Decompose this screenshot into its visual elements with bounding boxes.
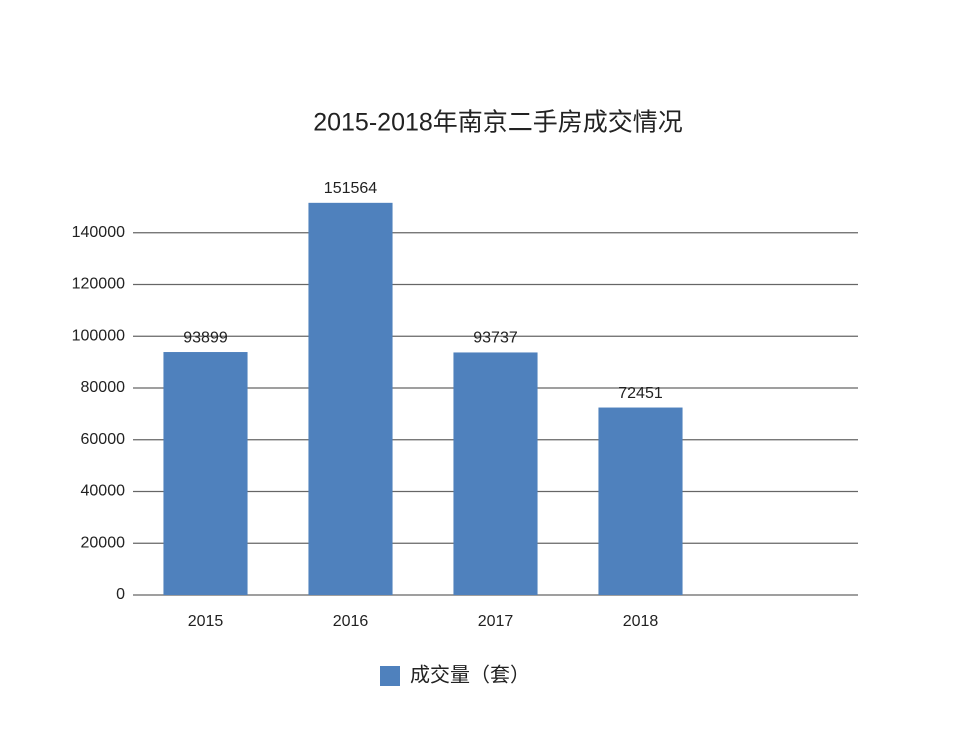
data-label: 151564 [324, 180, 377, 197]
y-tick-label: 80000 [81, 379, 126, 396]
y-tick-label: 100000 [72, 327, 125, 344]
bar [453, 352, 538, 595]
data-label: 72451 [618, 385, 663, 402]
chart-title: 2015-2018年南京二手房成交情况 [313, 109, 683, 137]
y-tick-label: 140000 [72, 224, 125, 241]
y-tick-label: 40000 [81, 483, 126, 500]
bar [163, 352, 248, 595]
y-tick-label: 60000 [81, 431, 126, 448]
data-label: 93737 [473, 330, 518, 347]
y-tick-label: 0 [116, 586, 125, 603]
legend-swatch [380, 666, 400, 686]
x-tick-label: 2017 [478, 613, 514, 630]
y-tick-label: 120000 [72, 276, 125, 293]
x-tick-label: 2018 [623, 613, 659, 630]
bar [308, 202, 393, 595]
x-tick-label: 2016 [333, 613, 369, 630]
bar [598, 407, 683, 595]
x-tick-label: 2015 [188, 613, 224, 630]
y-tick-label: 20000 [81, 534, 126, 551]
legend-label: 成交量（套） [410, 663, 530, 686]
data-label: 93899 [183, 329, 228, 346]
